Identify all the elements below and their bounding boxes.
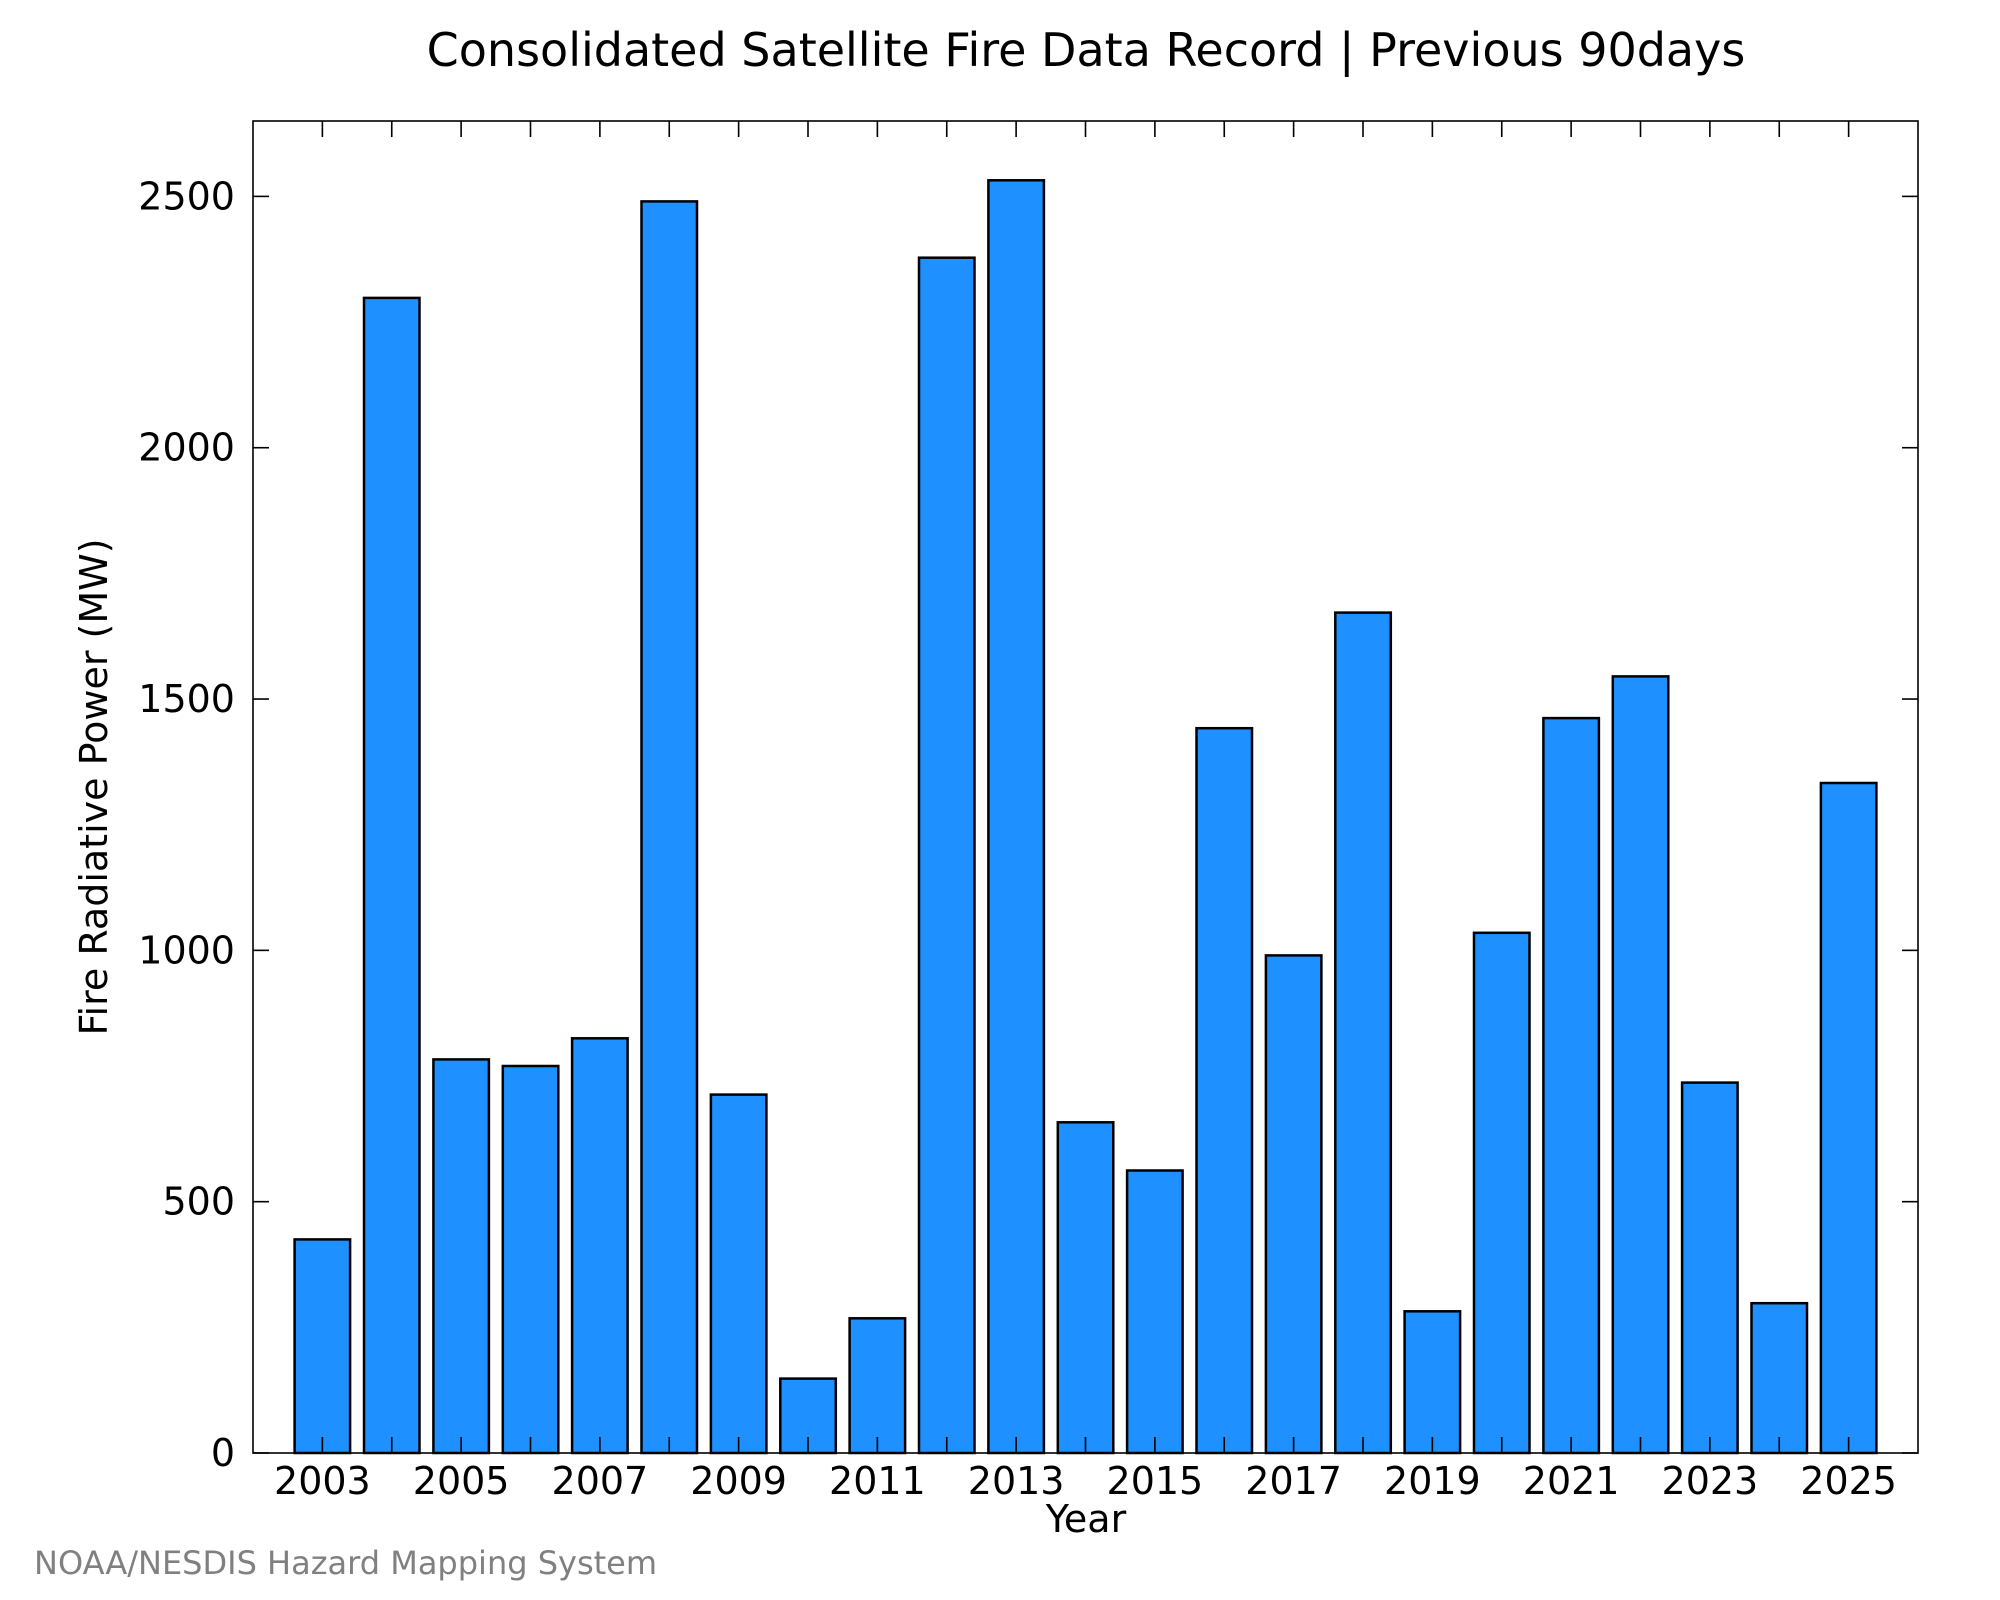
bar-2018 xyxy=(1334,611,1393,1455)
bar-2003 xyxy=(293,1238,352,1455)
x-axis-ticks: 2003 2005 2007 2009 2011 2013 2015 2017 2019 2021… xyxy=(274,121,1897,1503)
bar-2019 xyxy=(1403,1310,1462,1455)
x-tick-label-2019: 2019 xyxy=(1384,1459,1481,1503)
bar-2006 xyxy=(501,1064,560,1455)
x-tick-label-2007: 2007 xyxy=(552,1459,649,1503)
bar-2013 xyxy=(987,179,1046,1455)
bar-2020 xyxy=(1472,931,1531,1455)
x-tick-label-2015: 2015 xyxy=(1107,1459,1204,1503)
credit-text: NOAA/NESDIS Hazard Mapping System xyxy=(34,1544,657,1582)
bar-2008 xyxy=(640,200,699,1455)
x-tick-label-2009: 2009 xyxy=(690,1459,787,1503)
y-tick-label-1000: 1000 xyxy=(138,928,235,972)
bar-2023 xyxy=(1680,1081,1739,1455)
bars-group xyxy=(293,179,1878,1455)
y-axis-label: Fire Radiative Power (MW) xyxy=(72,538,116,1035)
bar-2004 xyxy=(362,296,421,1455)
y-tick-label-500: 500 xyxy=(162,1180,235,1224)
bar-2014 xyxy=(1056,1121,1115,1455)
bar-2024 xyxy=(1750,1301,1809,1455)
bar-2009 xyxy=(709,1093,768,1455)
y-tick-label-2000: 2000 xyxy=(138,426,235,470)
bar-2011 xyxy=(848,1317,907,1455)
bar-2012 xyxy=(917,256,976,1455)
x-tick-label-2005: 2005 xyxy=(413,1459,510,1503)
bar-2022 xyxy=(1611,675,1670,1455)
chart-title: Consolidated Satellite Fire Data Record … xyxy=(427,23,1746,78)
x-tick-label-2025: 2025 xyxy=(1800,1459,1897,1503)
y-axis-ticks: 0 500 1000 1500 2000 2500 xyxy=(138,174,1918,1475)
y-tick-label-1500: 1500 xyxy=(138,677,235,721)
y-tick-label-2500: 2500 xyxy=(138,174,235,218)
bar-2005 xyxy=(432,1058,491,1455)
x-axis-label: Year xyxy=(1045,1497,1127,1541)
x-tick-label-2021: 2021 xyxy=(1523,1459,1620,1503)
bar-2016 xyxy=(1195,726,1254,1455)
x-tick-label-2017: 2017 xyxy=(1245,1459,1342,1503)
bar-2025 xyxy=(1819,781,1878,1455)
bar-2017 xyxy=(1264,954,1323,1455)
x-tick-label-2013: 2013 xyxy=(968,1459,1065,1503)
y-tick-label-0: 0 xyxy=(211,1431,235,1475)
x-tick-label-2011: 2011 xyxy=(829,1459,926,1503)
bar-2007 xyxy=(570,1037,629,1455)
bar-2015 xyxy=(1125,1169,1184,1455)
x-tick-label-2023: 2023 xyxy=(1662,1459,1759,1503)
bar-2021 xyxy=(1542,716,1601,1455)
x-tick-label-2003: 2003 xyxy=(274,1459,371,1503)
